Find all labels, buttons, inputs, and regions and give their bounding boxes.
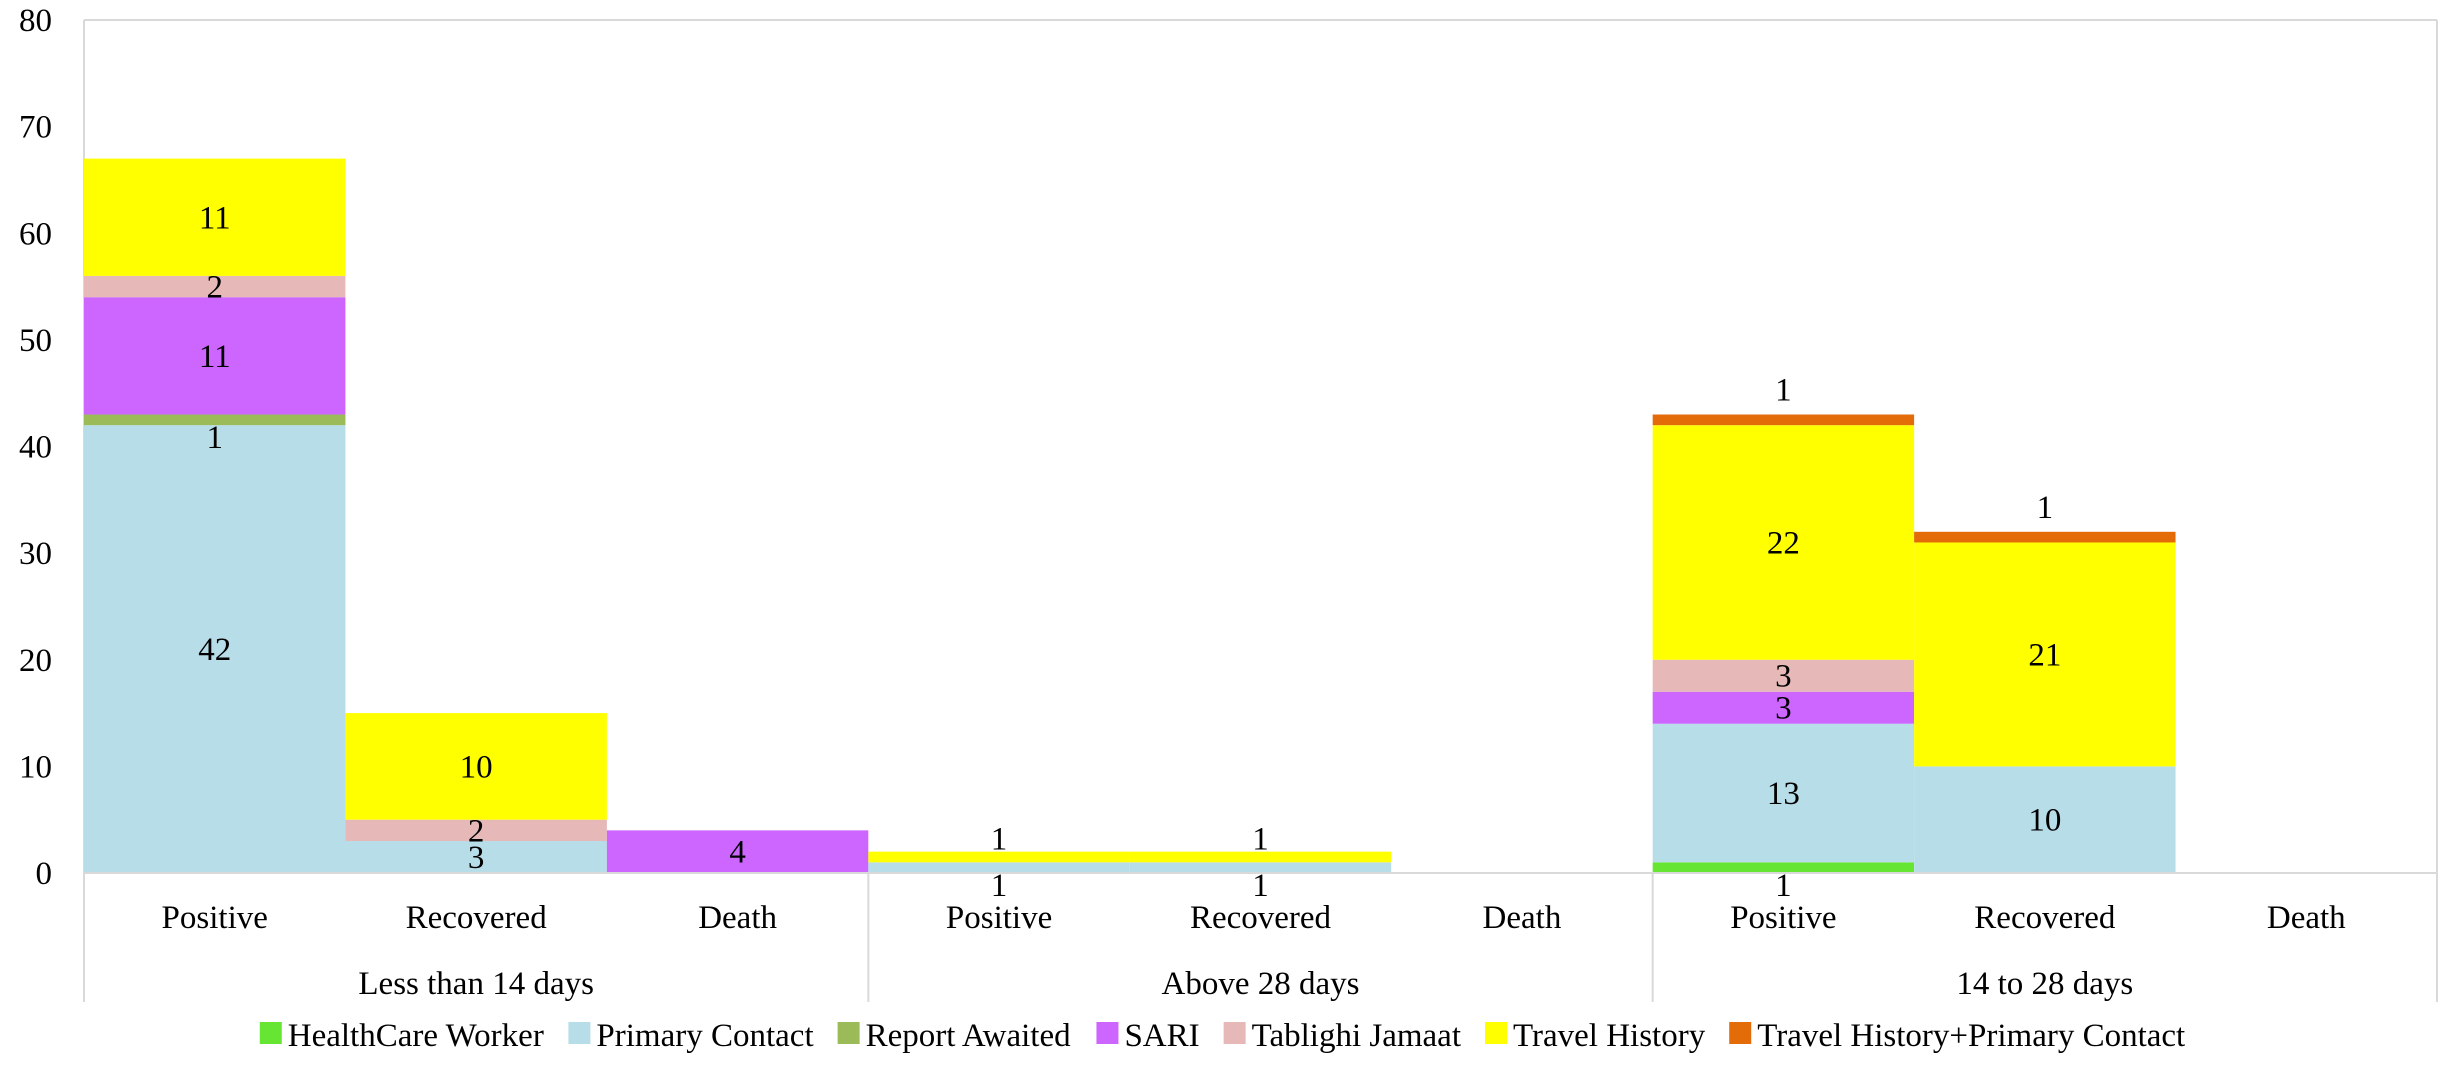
- x-category-label: Death: [698, 900, 777, 936]
- x-group-label: Less than 14 days: [358, 966, 594, 1002]
- bar-segment: [868, 851, 1130, 863]
- data-label: 1: [1775, 373, 1792, 409]
- data-label: 22: [1767, 525, 1800, 561]
- bar-segment: [345, 841, 607, 873]
- bar-segment: [1914, 531, 2176, 543]
- bar-segment: [1914, 542, 2176, 767]
- data-label: 1: [2037, 490, 2054, 526]
- bar-segment: [84, 297, 346, 415]
- y-tick-label: 40: [19, 430, 52, 466]
- x-group-label: 14 to 28 days: [1956, 966, 2133, 1002]
- legend-label: SARI: [1124, 1018, 1199, 1054]
- bar-segment: [84, 414, 346, 426]
- x-category-label: Positive: [162, 900, 268, 936]
- y-tick-label: 50: [19, 323, 52, 359]
- data-label: 1: [1252, 868, 1269, 904]
- x-category-label: Recovered: [1974, 900, 2116, 936]
- x-category-label: Positive: [1730, 900, 1836, 936]
- y-tick-label: 70: [19, 110, 52, 146]
- bar-segment: [1652, 659, 1915, 692]
- data-label: 2: [468, 813, 485, 849]
- legend-label: Travel History: [1513, 1018, 1706, 1054]
- legend-label: HealthCare Worker: [288, 1018, 544, 1054]
- legend-swatch: [568, 1022, 591, 1044]
- bar-segment: [84, 425, 346, 873]
- data-label: 3: [1775, 659, 1792, 695]
- y-tick-label: 80: [19, 3, 52, 39]
- x-category-label: Recovered: [406, 900, 548, 936]
- data-label: 1: [991, 868, 1008, 904]
- data-label: 10: [460, 749, 493, 785]
- legend-swatch: [1096, 1022, 1119, 1044]
- x-category-label: Positive: [946, 900, 1052, 936]
- y-tick-label: 30: [19, 536, 52, 572]
- data-label: 1: [1252, 822, 1269, 858]
- y-tick-label: 60: [19, 216, 52, 252]
- legend-label: Travel History+Primary Contact: [1757, 1018, 2185, 1054]
- x-group-label: Above 28 days: [1162, 966, 1360, 1002]
- legend-swatch: [1223, 1022, 1246, 1044]
- bar-segment: [345, 713, 607, 820]
- bar-segment: [606, 830, 869, 873]
- data-label: 2: [206, 270, 223, 306]
- y-tick-label: 20: [19, 643, 52, 679]
- bar-segment: [1652, 862, 1915, 873]
- bar-segment: [1652, 414, 1915, 426]
- legend-label: Tablighi Jamaat: [1252, 1018, 1461, 1054]
- bar-segment: [1652, 723, 1915, 863]
- data-label: 3: [1775, 691, 1792, 727]
- bar-segment: [1129, 862, 1392, 873]
- bar-segment: [345, 819, 607, 842]
- data-label: 1: [206, 420, 223, 456]
- data-label: 11: [199, 339, 231, 375]
- legend-label: Report Awaited: [866, 1018, 1072, 1054]
- bar-segment: [1914, 766, 2176, 873]
- legend-swatch: [259, 1022, 282, 1044]
- data-label: 1: [1775, 868, 1792, 904]
- legend-swatch: [1729, 1022, 1752, 1044]
- bar-segment: [1129, 851, 1392, 863]
- data-label: 11: [199, 200, 231, 236]
- data-label: 21: [2028, 637, 2061, 673]
- x-category-label: Death: [2267, 900, 2346, 936]
- x-category-label: Recovered: [1190, 900, 1332, 936]
- data-label: 1: [991, 822, 1008, 858]
- bar-segment: [1652, 425, 1915, 660]
- data-label: 3: [468, 840, 485, 876]
- legend-label: Primary Contact: [596, 1018, 813, 1054]
- legend-swatch: [1485, 1022, 1508, 1044]
- data-label: 10: [2028, 803, 2061, 839]
- legend-swatch: [837, 1022, 860, 1044]
- bar-segment: [1652, 691, 1915, 724]
- bar-segment: [84, 158, 346, 276]
- bar-segment: [84, 275, 346, 298]
- y-tick-label: 10: [19, 749, 52, 785]
- data-label: 4: [729, 835, 746, 871]
- bar-segment: [868, 862, 1130, 873]
- data-label: 42: [198, 632, 231, 668]
- x-category-label: Death: [1483, 900, 1562, 936]
- data-label: 13: [1767, 776, 1800, 812]
- y-tick-label: 0: [36, 856, 53, 892]
